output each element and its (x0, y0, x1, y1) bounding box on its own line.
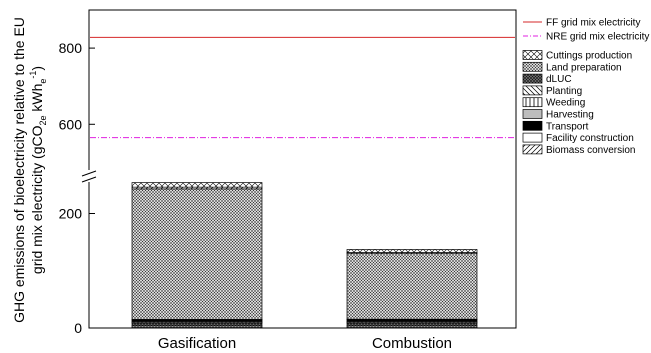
y-tick-label: 600 (59, 116, 83, 132)
legend-swatch (522, 132, 543, 143)
legend-label: Transport (546, 121, 589, 132)
x-category-label: Combustion (372, 335, 452, 352)
y-axis-label-line2: grid mix electricity (gCO2e kWhe-1) (28, 66, 48, 274)
y-axis-label-line1: GHG emissions of bioelectricity relative… (11, 17, 27, 323)
legend: FF grid mix electricity NRE grid mix elec… (522, 18, 649, 156)
bar-segment (346, 249, 478, 253)
legend-label: Cuttings production (546, 51, 632, 62)
y-tick-label: 0 (74, 320, 82, 336)
legend-swatch (522, 50, 543, 60)
bar-segment (346, 253, 478, 320)
y-tick-label: 800 (59, 40, 83, 56)
legend-swatch (522, 85, 543, 96)
reference-lines (90, 36, 515, 139)
legend-label: Planting (546, 86, 582, 97)
y-axis-label: GHG emissions of bioelectricity relative… (11, 17, 48, 323)
bar-segment (131, 188, 263, 320)
legend-label: dLUC (546, 74, 572, 85)
legend-label: FF grid mix electricity (546, 18, 640, 29)
legend-swatch (522, 120, 543, 131)
legend-swatch (522, 144, 543, 155)
legend-swatch (522, 73, 543, 84)
legend-label: NRE grid mix electricity (546, 32, 649, 43)
legend-label: Land preparation (546, 62, 622, 73)
axis-break (81, 170, 97, 183)
legend-label: Harvesting (546, 110, 594, 121)
legend-label: Weeding (546, 98, 585, 109)
x-category-label: Gasification (158, 335, 236, 352)
legend-swatch (522, 61, 543, 72)
legend-label: Facility construction (546, 133, 634, 144)
y-tick-label: 200 (59, 205, 83, 221)
x-axis-labels: Gasification Combustion (158, 335, 452, 352)
bar-segment (131, 182, 263, 188)
legend-swatch (522, 97, 543, 108)
bars (131, 182, 478, 329)
y-axis-ticks: 0 200 600 800 (59, 40, 95, 336)
legend-swatch (522, 109, 543, 119)
plot-area (88, 9, 517, 329)
legend-label: Biomass conversion (546, 145, 635, 156)
